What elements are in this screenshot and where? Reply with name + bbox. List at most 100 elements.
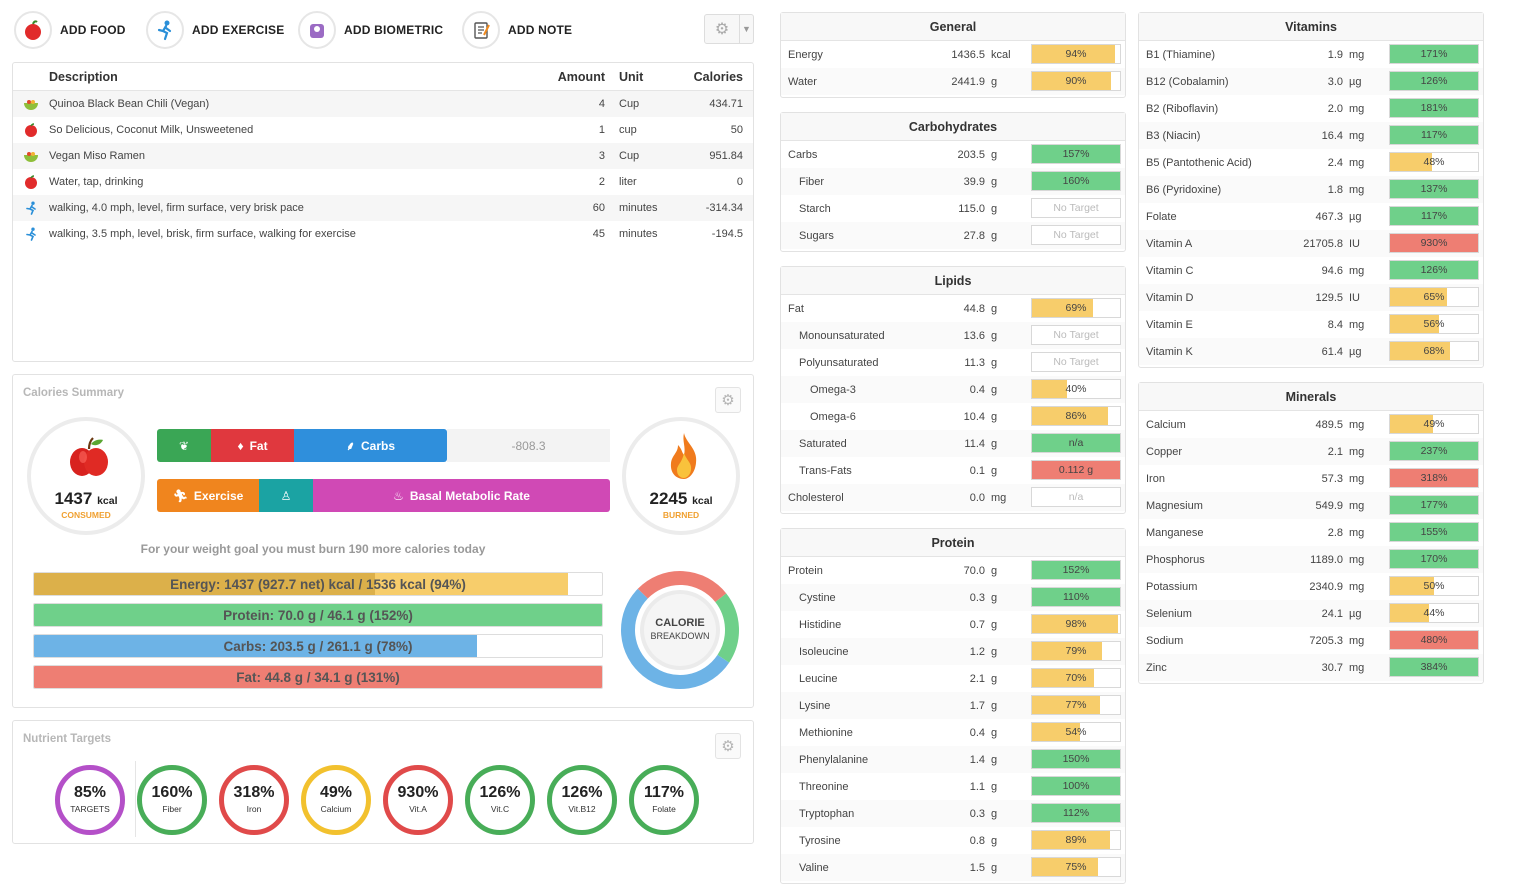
- fat-segment[interactable]: ♦ Fat: [211, 429, 294, 462]
- nutrient-row[interactable]: Polyunsaturated 11.3 g No Target: [781, 349, 1125, 376]
- vegetable-segment[interactable]: ❦: [157, 429, 211, 462]
- nutrient-row[interactable]: Zinc 30.7 mg 384%: [1139, 654, 1483, 681]
- nutrient-row[interactable]: Vitamin K 61.4 µg 68%: [1139, 338, 1483, 365]
- target-circle[interactable]: 318% Iron: [219, 765, 289, 835]
- nutrient-row[interactable]: Tryptophan 0.3 g 112%: [781, 800, 1125, 827]
- nutrient-percent: 318%: [1420, 472, 1448, 484]
- add-exercise-button[interactable]: ADD EXERCISE: [146, 10, 284, 50]
- nutrient-row[interactable]: Cystine 0.3 g 110%: [781, 584, 1125, 611]
- nutrient-row[interactable]: Tyrosine 0.8 g 89%: [781, 827, 1125, 854]
- nutrient-percent: 117%: [1420, 129, 1448, 141]
- nutrient-value: 489.5: [1315, 418, 1343, 431]
- nutrient-progress-bar: n/a: [1031, 433, 1121, 453]
- nutrient-row[interactable]: Vitamin D 129.5 IU 65%: [1139, 284, 1483, 311]
- nutrient-row[interactable]: B2 (Riboflavin) 2.0 mg 181%: [1139, 95, 1483, 122]
- nutrient-row[interactable]: Histidine 0.7 g 98%: [781, 611, 1125, 638]
- gear-icon: ⚙: [721, 392, 735, 409]
- nutrient-row[interactable]: Isoleucine 1.2 g 79%: [781, 638, 1125, 665]
- nutrient-row[interactable]: Protein 70.0 g 152%: [781, 557, 1125, 584]
- nutrient-row[interactable]: Energy 1436.5 kcal 94%: [781, 41, 1125, 68]
- nutrient-progress-bar: 77%: [1031, 695, 1121, 715]
- nutrient-row[interactable]: Calcium 489.5 mg 49%: [1139, 411, 1483, 438]
- nutrient-row[interactable]: Methionine 0.4 g 54%: [781, 719, 1125, 746]
- nutrient-value: 115.0: [958, 202, 985, 215]
- target-percent: 318%: [233, 784, 275, 801]
- nutrient-row[interactable]: Cholesterol 0.0 mg n/a: [781, 484, 1125, 511]
- nutrient-row[interactable]: Sugars 27.8 g No Target: [781, 222, 1125, 249]
- nutrient-row[interactable]: Trans-Fats 0.1 g 0.112 g: [781, 457, 1125, 484]
- nutrient-row[interactable]: B12 (Cobalamin) 3.0 µg 126%: [1139, 68, 1483, 95]
- table-row[interactable]: So Delicious, Coconut Milk, Unsweetened 1…: [13, 117, 753, 143]
- nutrient-row[interactable]: Phosphorus 1189.0 mg 170%: [1139, 546, 1483, 573]
- nutrient-row[interactable]: Vitamin A 21705.8 IU 930%: [1139, 230, 1483, 257]
- target-circle[interactable]: 160% Fiber: [137, 765, 207, 835]
- nutrient-row[interactable]: Selenium 24.1 µg 44%: [1139, 600, 1483, 627]
- nutrient-row[interactable]: Folate 467.3 µg 117%: [1139, 203, 1483, 230]
- nutrient-unit: g: [991, 302, 998, 315]
- nutrient-row[interactable]: Lysine 1.7 g 77%: [781, 692, 1125, 719]
- add-note-button[interactable]: ADD NOTE: [462, 10, 572, 50]
- bmr-segment[interactable]: ♨ Basal Metabolic Rate: [313, 479, 610, 512]
- header-calories: Calories: [693, 69, 743, 84]
- target-circle[interactable]: 85% TARGETS: [55, 765, 125, 835]
- nutrient-row[interactable]: Sodium 7205.3 mg 480%: [1139, 627, 1483, 654]
- nutrient-row[interactable]: Omega-6 10.4 g 86%: [781, 403, 1125, 430]
- nutrient-row[interactable]: Copper 2.1 mg 237%: [1139, 438, 1483, 465]
- add-biometric-button[interactable]: ADD BIOMETRIC: [298, 10, 443, 50]
- nutrient-value: 0.1: [969, 464, 985, 477]
- nutrient-progress-bar: 181%: [1389, 98, 1479, 118]
- nutrient-row[interactable]: Iron 57.3 mg 318%: [1139, 465, 1483, 492]
- target-circle[interactable]: 126% Vit.C: [465, 765, 535, 835]
- table-row[interactable]: Vegan Miso Ramen 3 Cup 951.84: [13, 143, 753, 169]
- nutrient-row[interactable]: Fat 44.8 g 69%: [781, 295, 1125, 322]
- nutrient-row[interactable]: Potassium 2340.9 mg 50%: [1139, 573, 1483, 600]
- nutrient-row[interactable]: Saturated 11.4 g n/a: [781, 430, 1125, 457]
- nutrient-row[interactable]: B3 (Niacin) 16.4 mg 117%: [1139, 122, 1483, 149]
- nutrient-unit: g: [991, 780, 998, 793]
- nutrient-progress-bar: 56%: [1389, 314, 1479, 334]
- nutrient-row[interactable]: Omega-3 0.4 g 40%: [781, 376, 1125, 403]
- nutrient-targets-settings-button[interactable]: ⚙: [715, 733, 741, 759]
- calorie-breakdown-donut[interactable]: CALORIE BREAKDOWN: [619, 569, 741, 691]
- general-panel-title: General: [781, 13, 1125, 41]
- nutrient-percent: n/a: [1068, 437, 1084, 449]
- nutrient-row[interactable]: Manganese 2.8 mg 155%: [1139, 519, 1483, 546]
- nutrient-row[interactable]: Fiber 39.9 g 160%: [781, 168, 1125, 195]
- exercise-segment[interactable]: 🏃︎ Exercise: [157, 479, 259, 512]
- nutrient-name: Isoleucine: [799, 645, 849, 658]
- nutrient-value: 8.4: [1327, 318, 1343, 331]
- add-food-button[interactable]: ADD FOOD: [14, 10, 126, 50]
- nutrient-row[interactable]: B5 (Pantothenic Acid) 2.4 mg 48%: [1139, 149, 1483, 176]
- calories-summary-settings-button[interactable]: ⚙: [715, 387, 741, 413]
- nutrient-name: Threonine: [799, 780, 849, 793]
- nutrient-row[interactable]: Vitamin C 94.6 mg 126%: [1139, 257, 1483, 284]
- carbs-segment[interactable]: ⸙ Carbs: [294, 429, 447, 462]
- target-circle[interactable]: 126% Vit.B12: [547, 765, 617, 835]
- target-circle[interactable]: 930% Vit.A: [383, 765, 453, 835]
- nutrient-row[interactable]: Magnesium 549.9 mg 177%: [1139, 492, 1483, 519]
- nutrient-row[interactable]: Phenylalanine 1.4 g 150%: [781, 746, 1125, 773]
- nutrient-progress-bar: 70%: [1031, 668, 1121, 688]
- table-row[interactable]: Water, tap, drinking 2 liter 0: [13, 169, 753, 195]
- nutrient-row[interactable]: Vitamin E 8.4 mg 56%: [1139, 311, 1483, 338]
- activity-segment[interactable]: ♙: [259, 479, 313, 512]
- nutrient-row[interactable]: Monounsaturated 13.6 g No Target: [781, 322, 1125, 349]
- settings-dropdown-button[interactable]: ⚙ ▼: [704, 14, 754, 44]
- nutrient-row[interactable]: Starch 115.0 g No Target: [781, 195, 1125, 222]
- nutrient-row[interactable]: B6 (Pyridoxine) 1.8 mg 137%: [1139, 176, 1483, 203]
- nutrient-row[interactable]: Carbs 203.5 g 157%: [781, 141, 1125, 168]
- table-row[interactable]: walking, 4.0 mph, level, firm surface, v…: [13, 195, 753, 221]
- nutrient-progress-bar: 384%: [1389, 657, 1479, 677]
- target-circle[interactable]: 49% Calcium: [301, 765, 371, 835]
- table-row[interactable]: Quinoa Black Bean Chili (Vegan) 4 Cup 434.7…: [13, 91, 753, 117]
- nutrient-row[interactable]: Threonine 1.1 g 100%: [781, 773, 1125, 800]
- row-description: walking, 4.0 mph, level, firm surface, v…: [49, 202, 304, 214]
- target-circle[interactable]: 117% Folate: [629, 765, 699, 835]
- nutrient-row[interactable]: Water 2441.9 g 90%: [781, 68, 1125, 95]
- nutrient-row[interactable]: Leucine 2.1 g 70%: [781, 665, 1125, 692]
- nutrient-unit: mg: [1349, 553, 1365, 566]
- nutrient-row[interactable]: B1 (Thiamine) 1.9 mg 171%: [1139, 41, 1483, 68]
- nutrient-value: 70.0: [963, 564, 985, 577]
- nutrient-row[interactable]: Valine 1.5 g 75%: [781, 854, 1125, 881]
- table-row[interactable]: walking, 3.5 mph, level, brisk, firm sur…: [13, 221, 753, 247]
